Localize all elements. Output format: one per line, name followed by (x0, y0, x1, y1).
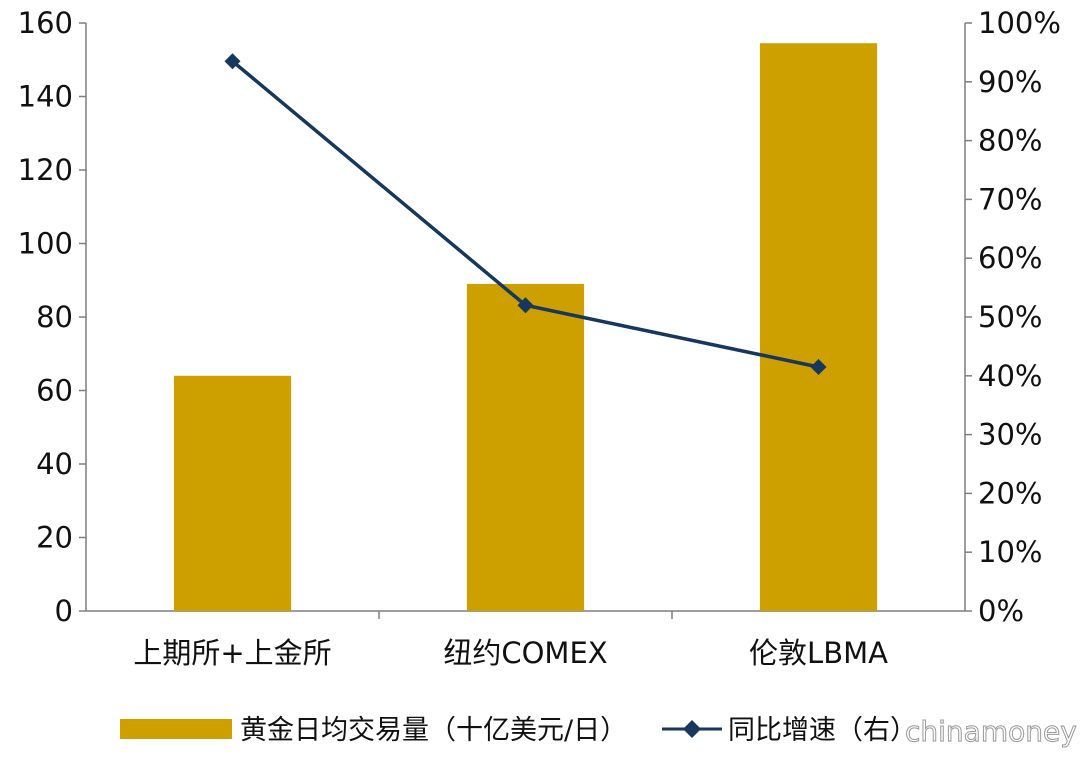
right-tick-label: 60% (978, 241, 1042, 275)
bar (173, 375, 292, 611)
axes: 0 20 40 60 80 100 120 140 160 0% 10% 20% 30% 40% 50% 60… (18, 6, 1061, 628)
legend-line-label: 同比增速（右） (728, 715, 917, 746)
bar (466, 283, 585, 611)
left-tick-label: 40 (36, 447, 73, 481)
right-tick-label: 20% (978, 476, 1042, 510)
right-tick-label: 100% (978, 6, 1061, 40)
category-label: 纽约COMEX (443, 636, 607, 670)
left-tick-label: 120 (18, 153, 73, 187)
right-tick-label: 90% (978, 65, 1042, 99)
left-tick-label: 60 (36, 374, 73, 408)
legend-bar-label: 黄金日均交易量（十亿美元/日） (240, 715, 627, 746)
right-tick-label: 70% (978, 182, 1042, 216)
line-point (810, 358, 827, 375)
legend: 黄金日均交易量（十亿美元/日） 同比增速（右） (120, 715, 917, 746)
legend-bar-swatch (120, 719, 232, 739)
left-tick-label: 100 (18, 227, 73, 261)
category-label: 上期所+上金所 (133, 636, 331, 670)
bars (173, 43, 878, 611)
line-point (224, 53, 241, 70)
category-labels: 上期所+上金所 纽约COMEX 伦敦LBMA (133, 636, 888, 670)
left-tick-label: 140 (18, 80, 73, 114)
growth-line (224, 53, 827, 375)
category-label: 伦敦LBMA (749, 636, 888, 670)
right-tick-label: 50% (978, 300, 1042, 334)
legend-line-marker (683, 720, 701, 738)
right-tick-label: 0% (978, 594, 1024, 628)
right-tick-label: 80% (978, 124, 1042, 158)
left-tick-label: 80 (36, 300, 73, 334)
line-point (517, 297, 534, 314)
right-tick-label: 40% (978, 359, 1042, 393)
left-tick-label: 20 (36, 521, 73, 555)
right-tick-label: 10% (978, 535, 1042, 569)
bar (759, 43, 878, 611)
left-tick-label: 160 (18, 6, 73, 40)
watermark: chinamoney (905, 715, 1077, 748)
left-tick-label: 0 (55, 594, 73, 628)
right-tick-label: 30% (978, 418, 1042, 452)
